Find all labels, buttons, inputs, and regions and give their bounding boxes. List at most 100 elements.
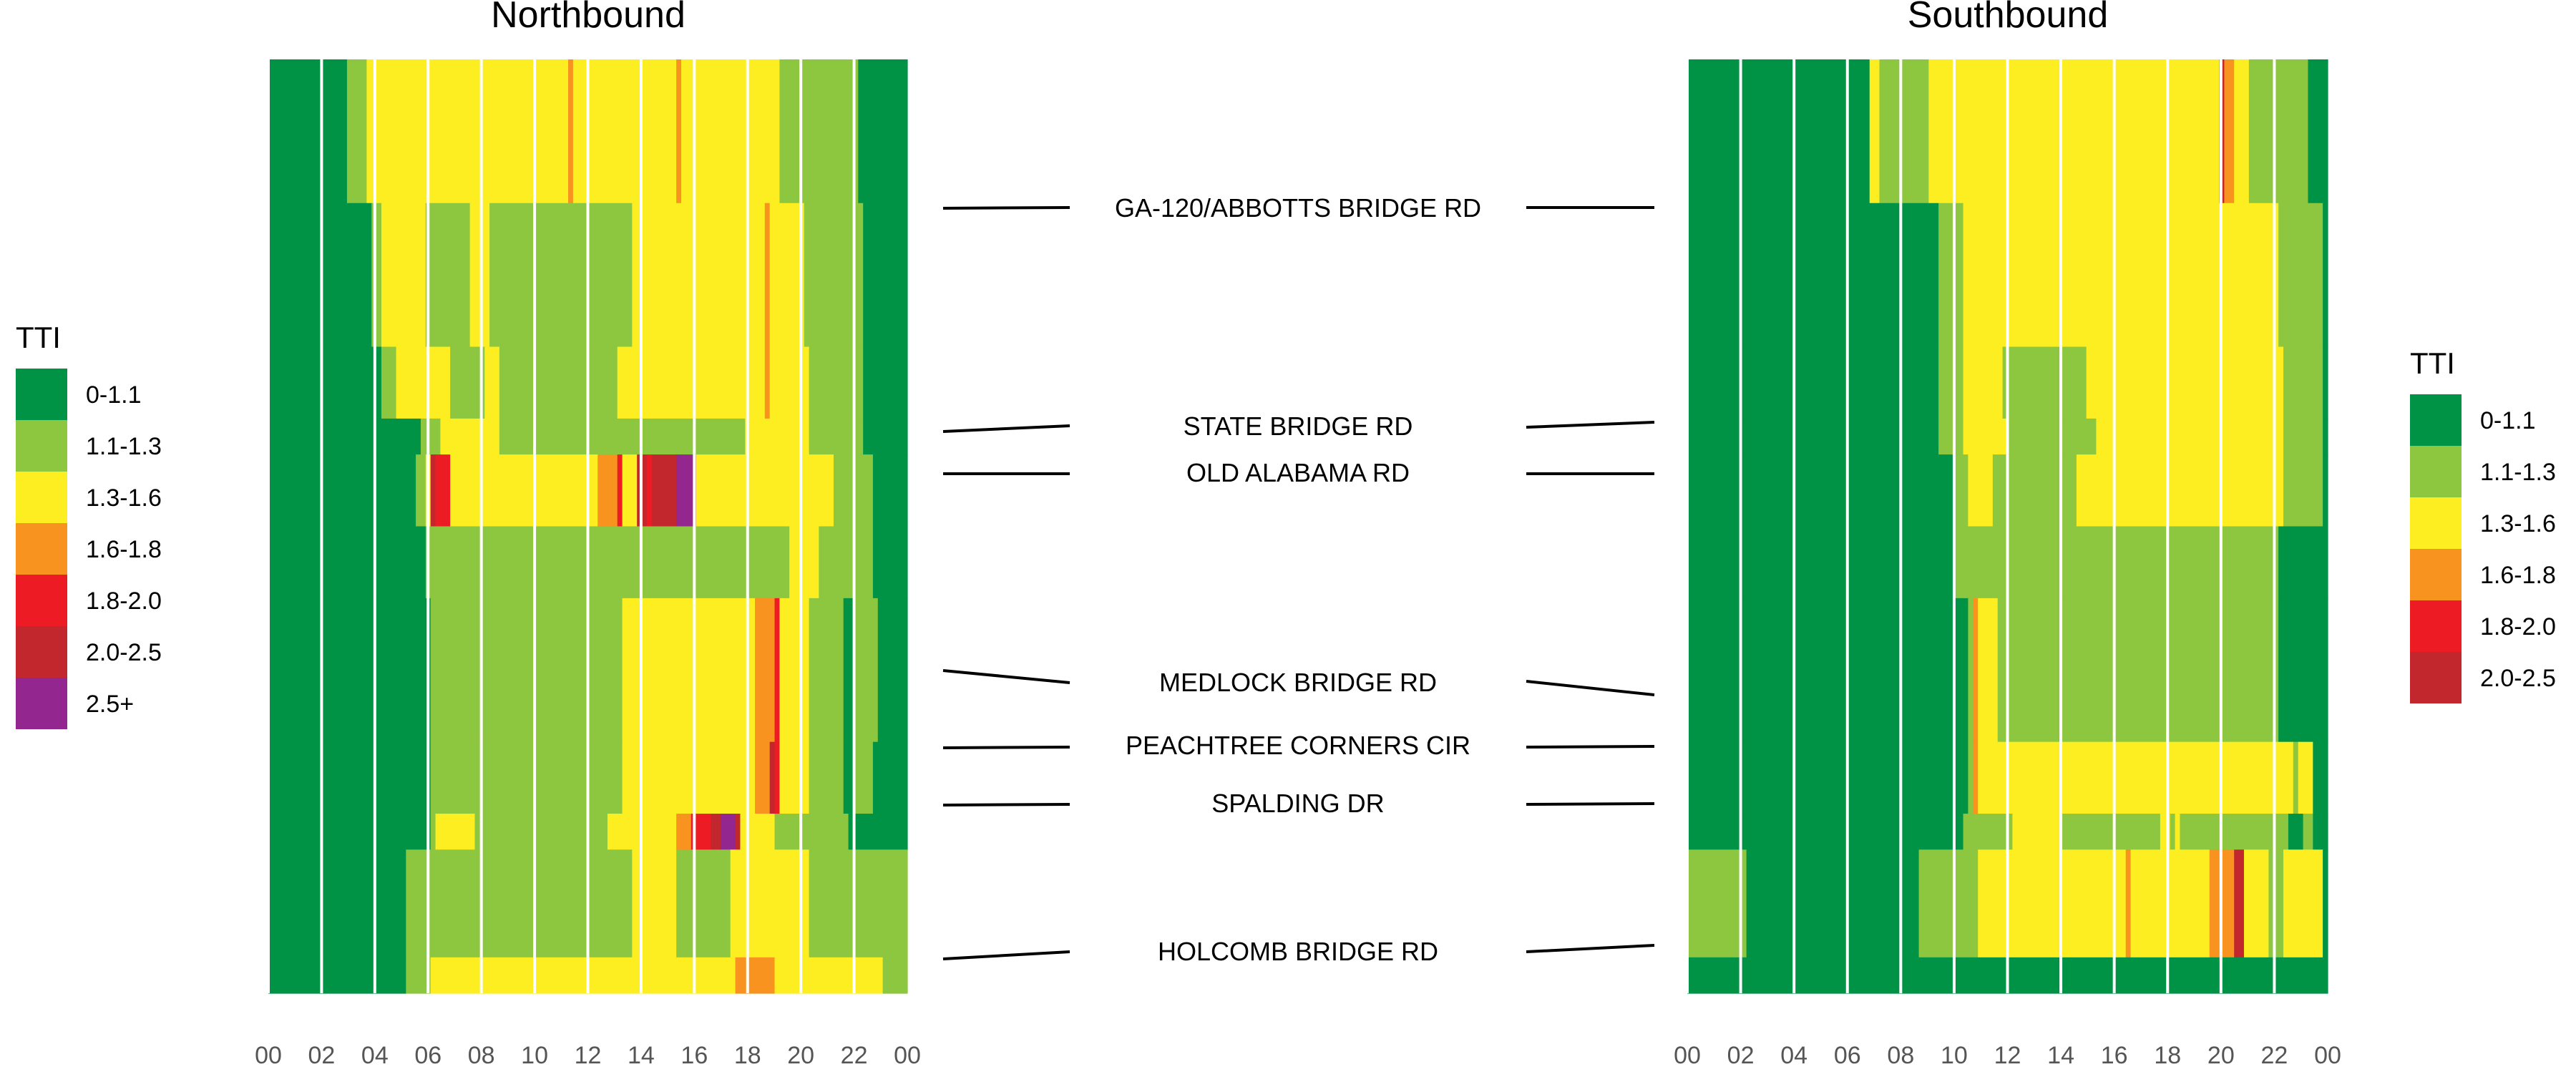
heatmap-cell <box>1963 346 2004 419</box>
road-label-state-bridge: STATE BRIDGE RD <box>1184 411 1413 441</box>
heatmap-cell <box>809 598 844 743</box>
heatmap-cell <box>2313 741 2328 814</box>
heatmap-cell <box>2002 346 2087 419</box>
x-tick-label: 20 <box>787 1042 814 1069</box>
heatmap-cell <box>755 741 771 814</box>
heatmap-cell <box>440 418 500 455</box>
heatmap-cell <box>651 454 677 527</box>
connector-left-spalding <box>942 803 1070 806</box>
tti-legend-left: TTI 0-1.1 1.1-1.3 1.3-1.6 1.6-1.8 1.8-2.0 2.0-… <box>16 321 162 729</box>
heatmap-cell <box>406 849 633 958</box>
heatmap-cell <box>1687 526 1954 599</box>
heatmap-cell <box>872 454 908 527</box>
heatmap-cell <box>2303 814 2313 850</box>
heatmap-cell <box>1938 346 1964 419</box>
heatmap-cell <box>617 454 623 527</box>
x-tick-label: 18 <box>734 1042 761 1069</box>
heatmap-cell <box>381 346 397 419</box>
heatmap-cell <box>2283 454 2323 527</box>
heatmap-cell <box>425 203 471 348</box>
x-tick-label: 08 <box>1887 1042 1914 1069</box>
heatmap-cell <box>622 741 756 814</box>
x-tick-label: 06 <box>1834 1042 1861 1069</box>
heatmap-cell <box>735 814 741 850</box>
heatmap-cell <box>872 526 908 599</box>
x-tick-label: 16 <box>680 1042 708 1069</box>
heatmap-cell <box>2170 814 2176 850</box>
heatmap-cell <box>2323 346 2328 419</box>
connector-right-peachtree <box>1526 745 1655 749</box>
heatmap-cell <box>1869 59 1880 204</box>
heatmap-cell <box>430 814 436 850</box>
southbound-panel-title: Southbound <box>1908 0 2109 36</box>
heatmap-cell <box>1953 454 1969 527</box>
heatmap-cell <box>1938 418 1964 455</box>
heatmap-cell <box>1963 203 2279 348</box>
heatmap-cell <box>2076 454 2284 527</box>
heatmap-cell <box>1973 741 1979 814</box>
x-tick-label: 00 <box>1674 1042 1701 1069</box>
heatmap-cell <box>2283 849 2323 958</box>
heatmap-cell <box>499 346 618 419</box>
heatmap-cell <box>420 418 441 455</box>
x-tick-label: 02 <box>1727 1042 1755 1069</box>
heatmap-cell <box>711 814 721 850</box>
heatmap-cell <box>1968 598 1974 743</box>
heatmap-cell <box>2062 814 2161 850</box>
heatmap-cell <box>819 526 874 599</box>
heatmap-cell <box>346 59 367 204</box>
heatmap-cell <box>2323 849 2328 958</box>
heatmap-cell <box>2288 814 2304 850</box>
heatmap-cell <box>1968 741 1974 814</box>
heatmap-cell <box>1978 741 2294 814</box>
x-tick-label: 08 <box>468 1042 495 1069</box>
heatmap-cell <box>430 598 623 743</box>
heatmap-cell <box>2278 598 2328 743</box>
heatmap-cell <box>268 814 431 850</box>
legend-label: 2.0-2.5 <box>2480 665 2556 692</box>
northbound-panel-title: Northbound <box>491 0 686 36</box>
heatmap-cell <box>1687 814 1964 850</box>
heatmap-cell <box>843 741 854 814</box>
heatmap-cell <box>2283 346 2323 419</box>
x-tick-label: 06 <box>414 1042 441 1069</box>
heatmap-cell <box>2012 814 2062 850</box>
heatmap-cell <box>2096 418 2284 455</box>
heatmap-cell <box>2278 203 2323 348</box>
heatmap-cell <box>755 598 776 743</box>
heatmap-cell <box>774 814 849 850</box>
connector-left-peachtree <box>942 746 1070 749</box>
x-tick-label: 00 <box>255 1042 282 1069</box>
heatmap-cell <box>769 346 810 419</box>
connector-left-state-bridge <box>942 424 1070 433</box>
heatmap-cell <box>1953 526 2279 599</box>
heatmap-cell <box>2308 59 2328 204</box>
heatmap-cell <box>1687 849 1747 958</box>
heatmap-cell <box>863 346 908 419</box>
heatmap-cell <box>1992 454 2077 527</box>
x-tick-label: 14 <box>628 1042 655 1069</box>
heatmap-cell <box>268 454 416 527</box>
heatmap-cell <box>617 346 766 419</box>
heatmap-cell <box>2323 454 2328 527</box>
heatmap-cell <box>2313 814 2328 850</box>
heatmap-cell <box>745 418 810 455</box>
heatmap-cell <box>1687 741 1969 814</box>
heatmap-cell <box>489 203 633 348</box>
heatmap-cell <box>622 454 638 527</box>
heatmap-cell <box>858 59 908 204</box>
heatmap-cell <box>2298 741 2313 814</box>
heatmap-cell <box>568 59 574 204</box>
heatmap-cell <box>853 741 874 814</box>
road-label-medlock-bridge: MEDLOCK BRIDGE RD <box>1159 668 1437 697</box>
heatmap-cell <box>1879 59 1929 204</box>
heatmap-cell <box>1746 849 1920 958</box>
heatmap-cell <box>1687 418 1939 455</box>
heatmap-cell <box>676 849 731 958</box>
x-tick-label: 16 <box>2101 1042 2128 1069</box>
heatmap-cell <box>2243 849 2269 958</box>
heatmap-cell <box>1978 598 1999 743</box>
road-label-old-alabama: OLD ALABAMA RD <box>1186 458 1410 487</box>
heatmap-cell <box>381 203 426 348</box>
